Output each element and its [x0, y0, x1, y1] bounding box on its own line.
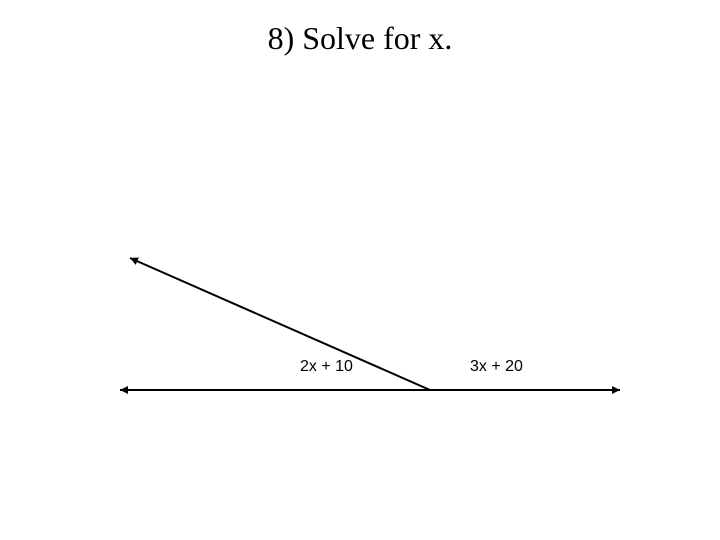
- right-angle-label: 3x + 20: [470, 358, 523, 376]
- diagonal-line: [130, 258, 430, 390]
- angle-diagram: [0, 0, 720, 540]
- page: 8) Solve for x. 2x + 10 3x + 20: [0, 0, 720, 540]
- left-angle-label: 2x + 10: [300, 358, 353, 376]
